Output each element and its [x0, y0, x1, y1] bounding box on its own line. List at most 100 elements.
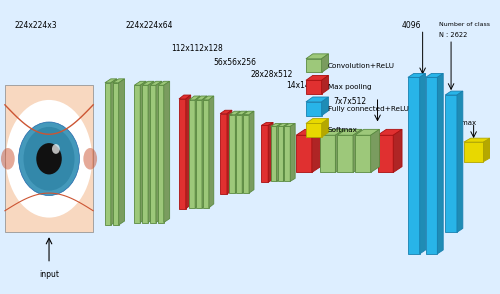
Text: N : 2622: N : 2622: [440, 32, 468, 38]
Polygon shape: [338, 135, 353, 173]
Polygon shape: [464, 142, 483, 162]
Polygon shape: [306, 59, 322, 73]
Polygon shape: [306, 102, 322, 116]
Polygon shape: [306, 80, 322, 94]
Ellipse shape: [18, 122, 80, 196]
Polygon shape: [179, 99, 186, 209]
Ellipse shape: [6, 100, 92, 218]
Polygon shape: [203, 96, 214, 100]
Polygon shape: [445, 95, 457, 232]
Polygon shape: [249, 111, 254, 193]
Polygon shape: [195, 96, 200, 208]
Polygon shape: [243, 115, 249, 193]
Text: 112x112x128: 112x112x128: [172, 44, 224, 53]
Polygon shape: [306, 76, 328, 80]
Polygon shape: [220, 114, 227, 194]
Polygon shape: [236, 111, 247, 115]
Polygon shape: [268, 123, 273, 182]
Text: 7x7x512: 7x7x512: [334, 97, 366, 106]
Polygon shape: [408, 77, 420, 254]
Polygon shape: [158, 85, 164, 223]
Polygon shape: [378, 129, 402, 135]
Text: 224x224x64: 224x224x64: [126, 21, 173, 29]
Text: input: input: [39, 270, 59, 279]
Polygon shape: [262, 123, 273, 126]
Polygon shape: [284, 123, 295, 126]
Polygon shape: [243, 111, 254, 115]
Polygon shape: [322, 76, 328, 94]
Text: Convolution+ReLU: Convolution+ReLU: [328, 63, 394, 69]
Polygon shape: [118, 79, 124, 225]
Polygon shape: [290, 123, 295, 181]
Polygon shape: [105, 79, 117, 83]
Polygon shape: [209, 96, 214, 208]
Polygon shape: [190, 96, 200, 100]
Polygon shape: [196, 100, 202, 208]
Polygon shape: [320, 135, 336, 173]
Polygon shape: [336, 129, 344, 173]
Polygon shape: [284, 123, 288, 181]
Polygon shape: [438, 74, 443, 254]
Polygon shape: [464, 138, 490, 142]
Polygon shape: [179, 95, 190, 99]
Polygon shape: [370, 129, 380, 173]
Ellipse shape: [1, 148, 15, 170]
Polygon shape: [426, 77, 438, 254]
Text: softmax: softmax: [449, 120, 477, 126]
Polygon shape: [306, 97, 328, 102]
Polygon shape: [408, 74, 426, 77]
Polygon shape: [203, 100, 209, 208]
Polygon shape: [276, 123, 281, 181]
Text: Fully connected+ReLU: Fully connected+ReLU: [328, 106, 408, 112]
Polygon shape: [140, 81, 146, 223]
Polygon shape: [242, 111, 247, 193]
Polygon shape: [378, 135, 393, 173]
Text: 28x28x512: 28x28x512: [250, 70, 292, 78]
Polygon shape: [322, 54, 328, 73]
Polygon shape: [262, 126, 268, 182]
Polygon shape: [164, 81, 170, 223]
Ellipse shape: [24, 127, 74, 191]
Polygon shape: [230, 115, 235, 193]
Polygon shape: [142, 81, 154, 85]
Polygon shape: [270, 123, 281, 126]
Text: Number of class: Number of class: [440, 22, 490, 27]
Polygon shape: [230, 111, 240, 115]
Polygon shape: [306, 118, 328, 123]
Polygon shape: [296, 129, 320, 135]
Text: 56x56x256: 56x56x256: [214, 58, 257, 67]
Polygon shape: [355, 129, 380, 135]
Polygon shape: [111, 79, 116, 225]
Polygon shape: [420, 74, 426, 254]
Ellipse shape: [36, 143, 62, 174]
Polygon shape: [220, 110, 232, 114]
Polygon shape: [236, 115, 242, 193]
Text: Softmax: Softmax: [328, 127, 358, 133]
Polygon shape: [322, 97, 328, 116]
Polygon shape: [312, 129, 320, 173]
Polygon shape: [355, 135, 370, 173]
Polygon shape: [270, 126, 276, 181]
Polygon shape: [284, 126, 290, 181]
Ellipse shape: [52, 144, 60, 154]
Text: 224x224x3: 224x224x3: [14, 21, 58, 29]
Text: Max pooling: Max pooling: [328, 84, 371, 90]
Polygon shape: [105, 83, 111, 225]
Polygon shape: [306, 123, 322, 137]
Ellipse shape: [84, 148, 97, 170]
Polygon shape: [150, 81, 162, 85]
Polygon shape: [306, 54, 328, 59]
Polygon shape: [353, 129, 362, 173]
Polygon shape: [236, 111, 240, 193]
Polygon shape: [113, 79, 124, 83]
Polygon shape: [134, 85, 140, 223]
Text: 4096: 4096: [402, 21, 421, 29]
FancyBboxPatch shape: [5, 85, 93, 232]
Text: 14x14x512: 14x14x512: [286, 81, 329, 90]
Polygon shape: [186, 95, 190, 209]
Polygon shape: [338, 129, 362, 135]
Polygon shape: [393, 129, 402, 173]
Polygon shape: [202, 96, 207, 208]
Polygon shape: [445, 91, 463, 95]
Polygon shape: [296, 135, 312, 173]
